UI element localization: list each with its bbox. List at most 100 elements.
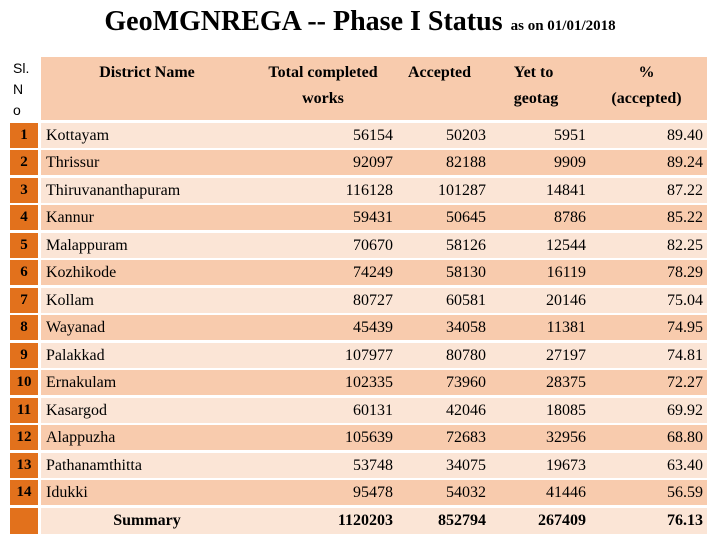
row-accepted: 50203 [446,126,486,144]
row-band: Kollam 80727 60581 20146 75.04 [41,287,707,313]
row-district-name: Alappuzha [46,429,116,446]
row-yet-to-geotag: 16119 [546,264,586,281]
row-serial-number: 6 [10,260,38,285]
row-total-works: 116128 [345,181,393,199]
row-accepted: 101287 [438,181,486,199]
title-main: GeoMGNREGA -- Phase I Status [104,6,503,37]
row-district-name: Palakkad [46,346,105,364]
table-row: 6 Kozhikode 74249 58130 16119 78.29 [10,260,707,285]
row-band: Kottayam 56154 50203 5951 89.40 [41,122,707,148]
summary-band: Summary 1120203 852794 267409 76.13 [41,507,707,534]
header-sl-no: Sl. N o [10,57,38,120]
header-sl-line2: N [13,81,24,97]
row-accepted: 34058 [446,319,486,336]
header-district-name: District Name [99,64,195,81]
row-district-name: Pathanamthitta [46,456,142,474]
summary-row: Summary 1120203 852794 267409 76.13 [10,507,707,534]
row-band: Thrissur 92097 82188 9909 89.24 [41,150,707,175]
row-total-works: 53748 [353,456,393,474]
table-header-row: Sl. N o District Name Total completed wo… [10,57,707,120]
row-band: Palakkad 107977 80780 27197 74.81 [41,342,707,368]
page-title: GeoMGNREGA -- Phase I Status as on 01/01/… [0,6,720,38]
row-serial-number: 11 [10,397,38,423]
row-yet-to-geotag: 28375 [546,374,586,391]
table-row: 10 Ernakulam 102335 73960 28375 72.27 [10,370,707,395]
row-accepted: 58130 [446,264,486,281]
row-band: Kozhikode 74249 58130 16119 78.29 [41,260,707,285]
row-district-name: Thrissur [46,154,100,171]
row-serial-number: 2 [10,150,38,175]
row-yet-to-geotag: 27197 [546,346,586,364]
summary-pct-accepted: 76.13 [667,511,703,529]
row-total-works: 70670 [353,236,393,254]
status-table: Sl. N o District Name Total completed wo… [10,57,707,534]
row-accepted: 80780 [446,346,486,364]
row-district-name: Kasargod [46,401,108,419]
row-accepted: 72683 [446,429,486,446]
row-pct-accepted: 82.25 [667,236,703,254]
summary-accepted: 852794 [438,511,486,529]
row-serial-number: 3 [10,177,38,203]
row-total-works: 92097 [353,154,393,171]
row-band: Ernakulam 102335 73960 28375 72.27 [41,370,707,395]
row-total-works: 95478 [353,484,393,501]
row-serial-number: 4 [10,205,38,230]
row-district-name: Idukki [46,484,88,501]
row-accepted: 50645 [446,209,486,226]
table-row: 4 Kannur 59431 50645 8786 85.22 [10,205,707,230]
header-band: District Name Total completed works Acce… [41,57,707,120]
row-band: Alappuzha 105639 72683 32956 68.80 [41,425,707,450]
table-row: 9 Palakkad 107977 80780 27197 74.81 [10,342,707,368]
header-pct-accepted: % (accepted) [611,64,682,107]
row-band: Kannur 59431 50645 8786 85.22 [41,205,707,230]
table-row: 2 Thrissur 92097 82188 9909 89.24 [10,150,707,175]
row-district-name: Kollam [46,291,94,309]
table-row: 1 Kottayam 56154 50203 5951 89.40 [10,122,707,148]
row-yet-to-geotag: 9909 [554,154,586,171]
row-serial-number: 12 [10,425,38,450]
row-serial-number: 8 [10,315,38,340]
table-row: 3 Thiruvananthapuram 116128 101287 14841… [10,177,707,203]
header-accepted: Accepted [407,64,472,81]
row-total-works: 59431 [353,209,393,226]
summary-total-works: 1120203 [337,511,393,529]
row-yet-to-geotag: 18085 [546,401,586,419]
row-band: Idukki 95478 54032 41446 56.59 [41,480,707,505]
row-district-name: Kottayam [46,126,110,144]
row-pct-accepted: 89.24 [667,154,703,171]
row-serial-number: 9 [10,342,38,368]
row-pct-accepted: 74.95 [667,319,703,336]
header-sl-line3: o [13,102,21,118]
row-yet-to-geotag: 41446 [546,484,586,501]
header-yet-to-geotag: Yet to geotag [513,64,559,107]
row-serial-number: 13 [10,452,38,478]
row-serial-number: 14 [10,480,38,505]
row-pct-accepted: 87.22 [667,181,703,199]
row-district-name: Thiruvananthapuram [46,181,181,199]
row-total-works: 56154 [353,126,393,144]
row-pct-accepted: 63.40 [667,456,703,474]
row-district-name: Wayanad [46,319,106,336]
row-accepted: 34075 [446,456,486,474]
row-yet-to-geotag: 20146 [546,291,586,309]
row-yet-to-geotag: 14841 [546,181,586,199]
header-sl-line1: Sl. [13,60,30,76]
row-yet-to-geotag: 12544 [546,236,586,254]
row-total-works: 74249 [353,264,393,281]
row-yet-to-geotag: 11381 [546,319,586,336]
row-accepted: 82188 [446,154,486,171]
row-accepted: 73960 [446,374,486,391]
summary-label: Summary [113,511,181,529]
row-district-name: Ernakulam [46,374,117,391]
row-pct-accepted: 56.59 [667,484,703,501]
row-serial-number: 7 [10,287,38,313]
row-total-works: 45439 [353,319,393,336]
row-pct-accepted: 85.22 [667,209,703,226]
row-serial-number: 5 [10,232,38,258]
row-accepted: 54032 [446,484,486,501]
row-yet-to-geotag: 19673 [546,456,586,474]
table-row: 7 Kollam 80727 60581 20146 75.04 [10,287,707,313]
row-band: Wayanad 45439 34058 11381 74.95 [41,315,707,340]
row-pct-accepted: 72.27 [667,374,703,391]
